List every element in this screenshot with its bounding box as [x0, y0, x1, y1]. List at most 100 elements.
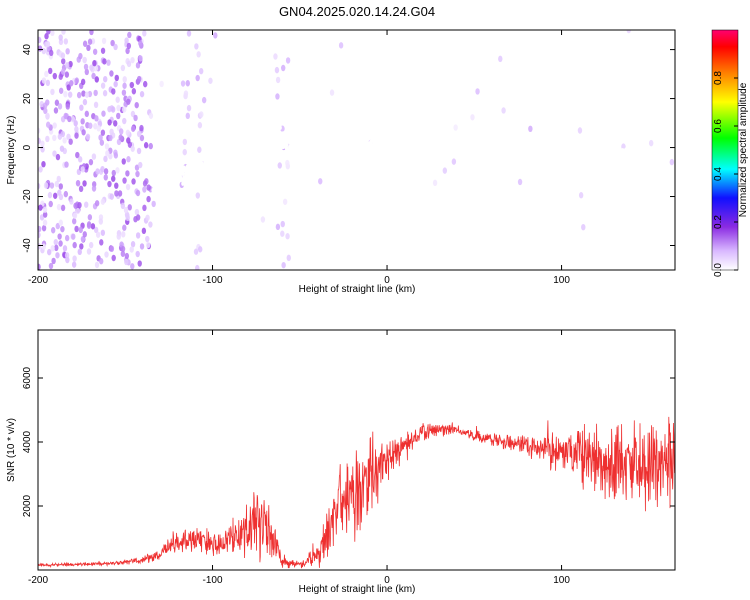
- spectrogram-cell: [134, 208, 140, 216]
- spectrogram-cell: [242, 155, 246, 160]
- spectrogram-cell: [64, 252, 70, 259]
- spectrogram-cell: [72, 212, 78, 219]
- spectrogram-cell: [98, 134, 103, 141]
- spectrogram-cell: [38, 36, 42, 44]
- spectrogram-cell: [95, 168, 100, 175]
- spectrogram-cell: [46, 30, 51, 35]
- spectrogram-cell: [50, 30, 55, 37]
- snr-y-axis-label: SNR (10 * v/v): [6, 418, 17, 482]
- spectrogram-cell: [124, 37, 129, 44]
- spectrogram-cell: [68, 138, 73, 145]
- spectrogram-cell: [39, 214, 45, 221]
- spectrogram-cell: [116, 112, 121, 120]
- spectrogram-cell: [94, 261, 100, 269]
- spectrogram-cell: [122, 76, 127, 83]
- spectrogram-cell: [58, 34, 63, 41]
- spectrogram-cell: [142, 204, 147, 212]
- spectrogram-cell: [98, 258, 104, 265]
- spectrogram-cell: [107, 119, 112, 126]
- snr-ticks: -200 -100 0 100 2000 4000 6000: [22, 330, 675, 586]
- spectrogram-cell: [64, 161, 69, 168]
- spectrogram-cell: [89, 64, 94, 71]
- spectrogram-cell: [70, 116, 76, 123]
- spectrogram-cell: [297, 128, 301, 133]
- spectrogram-cell: [116, 233, 121, 240]
- spectrogram-cell: [60, 68, 66, 75]
- spectrogram-cell: [426, 150, 430, 156]
- spectrogram-cell: [273, 128, 278, 133]
- spectrogram-cell: [198, 169, 202, 174]
- spectrogram-cell: [134, 101, 139, 109]
- spectrogram-cell: [649, 156, 653, 162]
- y-tick-label: 20: [22, 93, 33, 105]
- spectrogram-cell: [86, 222, 92, 229]
- spectrogram-cell: [288, 129, 292, 134]
- spectrogram-cell: [207, 172, 212, 178]
- spectrogram-cell: [318, 178, 323, 185]
- spectrogram-cell: [45, 112, 50, 119]
- spectrogram-cell: [282, 198, 288, 205]
- spectrogram-cell: [262, 130, 267, 135]
- spectrogram-x-axis-label: Height of straight line (km): [299, 284, 416, 295]
- spectrogram-cell: [102, 58, 107, 65]
- spectrogram-cell: [456, 150, 460, 156]
- spectrogram-cell: [115, 96, 120, 103]
- spectrogram-cell: [44, 70, 49, 78]
- spectrogram-cell: [189, 160, 193, 165]
- spectrogram-cell: [284, 124, 289, 130]
- spectrogram-cell: [198, 67, 204, 75]
- spectrogram-cell: [88, 122, 93, 129]
- spectrogram-cell: [669, 158, 675, 166]
- spectrogram-cell: [120, 64, 126, 72]
- spectrogram-cell: [186, 104, 192, 112]
- spectrogram-cell: [63, 38, 69, 45]
- spectrogram-cell: [71, 233, 76, 240]
- spectrogram-cell: [126, 98, 131, 105]
- spectrogram-cell: [143, 142, 149, 149]
- spectrogram-cell: [50, 88, 55, 96]
- spectrogram-cell: [75, 179, 81, 187]
- spectrogram-cell: [308, 127, 312, 132]
- spectrogram-cell: [55, 252, 60, 259]
- spectrogram-frame: [37, 29, 676, 271]
- spectrogram-cell: [432, 179, 438, 187]
- spectrogram-cell: [64, 71, 70, 78]
- spectrogram-cell: [43, 107, 48, 115]
- spectrogram-cell: [139, 124, 144, 132]
- spectrogram-cell: [78, 226, 83, 234]
- spectrogram-cell: [135, 62, 141, 69]
- snr-x-axis-label: Height of straight line (km): [299, 584, 416, 595]
- spectrogram-cell: [135, 232, 141, 239]
- spectrogram-cell: [129, 81, 135, 89]
- spectrogram-cell: [130, 263, 135, 270]
- spectrogram-cell: [314, 143, 318, 148]
- spectrogram-cell: [58, 240, 63, 247]
- y-tick-label: -40: [22, 238, 33, 253]
- spectrogram-cell: [258, 155, 262, 160]
- spectrogram-cell: [198, 246, 203, 253]
- spectrogram-cell: [84, 201, 89, 208]
- spectrogram-cell: [295, 135, 300, 141]
- spectrogram-cell: [294, 128, 298, 133]
- spectrogram-cell: [193, 248, 199, 255]
- spectrogram-cell: [250, 149, 254, 154]
- spectrogram-cell: [201, 96, 207, 104]
- spectrogram-cell: [196, 51, 201, 58]
- spectrogram-cell: [76, 91, 82, 99]
- spectrogram-cell: [181, 181, 185, 186]
- spectrogram-cell: [113, 80, 118, 88]
- spectrogram-cell: [55, 153, 61, 161]
- spectrogram-cell: [63, 90, 68, 98]
- spectrogram-cell: [126, 60, 132, 68]
- spectrogram-cell: [65, 256, 70, 264]
- spectrogram-cell: [114, 74, 120, 82]
- spectrogram-cell: [60, 225, 65, 233]
- spectrogram-cell: [319, 145, 323, 151]
- spectrogram-cell: [94, 115, 99, 122]
- spectrogram-cell: [148, 112, 154, 119]
- spectrogram-cell: [99, 239, 104, 246]
- spectrogram-cell: [136, 75, 142, 83]
- spectrogram-cells: [38, 30, 675, 270]
- spectrogram-cell: [42, 206, 48, 213]
